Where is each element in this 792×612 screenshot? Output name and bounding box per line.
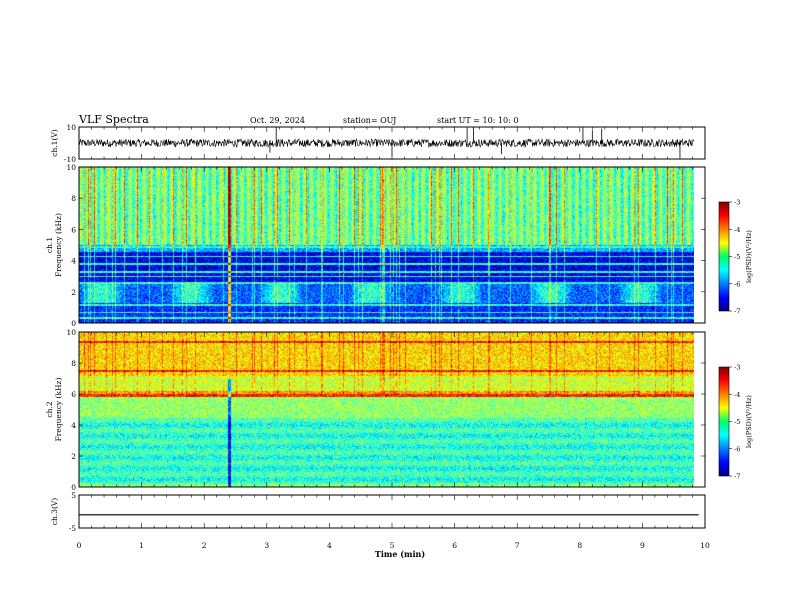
x-tick-label: 1 <box>139 541 144 550</box>
colorbar-label: log(PSD)(V²/Hz) <box>745 395 753 448</box>
spectrogram-image <box>79 332 694 487</box>
ch1-spectrogram-panel: 0 2 4 6 8 10 ch.1 Frequency (kHz) <box>45 163 706 328</box>
colorbar-tick-label: -6 <box>734 280 740 288</box>
y-tick-label: 0 <box>71 483 76 492</box>
colorbar-label: log(PSD)(V²/Hz) <box>745 230 753 283</box>
colorbar-tick-label: -5 <box>734 418 740 426</box>
y-tick-label: 10 <box>66 328 76 337</box>
start-time-label: start UT = 10: 10: 0 <box>437 116 518 125</box>
y-tick-label: 10 <box>66 163 76 172</box>
x-axis-label: Time (min) <box>375 549 425 559</box>
colorbar-tick-label: -3 <box>734 199 740 207</box>
x-tick-label: 6 <box>452 541 457 550</box>
y-tick-label: 2 <box>71 452 76 461</box>
y-axis-label: ch.2 <box>45 401 54 417</box>
y-tick-label: 6 <box>71 225 76 234</box>
figure-header: VLF Spectra Oct. 29, 2024 station= OUJ s… <box>78 113 518 126</box>
colorbar-scale <box>718 366 730 477</box>
colorbar-tick-label: -4 <box>734 226 740 234</box>
spectrogram-image <box>79 167 694 323</box>
station-label: station= OUJ <box>343 116 396 125</box>
y-tick-label: 5 <box>71 491 76 500</box>
y-tick-label: 6 <box>71 390 76 399</box>
time-axis: Time (min) 0 1 2 3 4 5 6 7 8 9 10 <box>77 541 710 559</box>
x-tick-label: 8 <box>577 541 582 550</box>
ch1-waveform-panel: 10 -10 ch.1(V) <box>50 123 706 164</box>
y-tick-label: 4 <box>71 257 76 266</box>
colorbar-tick-label: -4 <box>734 391 740 399</box>
ch3-waveform-panel: 5 -5 ch.3(V) <box>50 491 706 533</box>
y-tick-label: 8 <box>71 359 76 368</box>
date-label: Oct. 29, 2024 <box>250 116 305 125</box>
figure-title: VLF Spectra <box>78 113 149 126</box>
y-axis-label: Frequency (kHz) <box>54 213 63 277</box>
x-tick-label: 2 <box>202 541 207 550</box>
colorbar-scale <box>718 201 730 312</box>
colorbar-tick-label: -6 <box>734 445 740 453</box>
ch2-spectrogram-panel: 0 2 4 6 8 10 ch.2 Frequency (kHz) <box>45 328 706 492</box>
colorbar-tick-label: -3 <box>734 364 740 372</box>
y-tick-label: -10 <box>64 155 76 164</box>
y-axis-label: Frequency (kHz) <box>54 378 63 442</box>
y-tick-label: 0 <box>71 319 76 328</box>
y-axis-label: ch.3(V) <box>50 498 59 526</box>
x-tick-label: 3 <box>264 541 269 550</box>
x-tick-label: 9 <box>640 541 645 550</box>
x-tick-label: 10 <box>700 541 710 550</box>
ch2-colorbar: -3 -4 -5 -6 -7 log(PSD)(V²/Hz) <box>718 364 753 481</box>
x-tick-label: 0 <box>77 541 82 550</box>
colorbar-tick-label: -7 <box>734 473 740 481</box>
y-tick-label: 8 <box>71 194 76 203</box>
x-tick-label: 5 <box>390 541 395 550</box>
ch1-trace <box>78 137 695 149</box>
colorbar-tick-label: -5 <box>734 253 740 261</box>
ch1-colorbar: -3 -4 -5 -6 -7 log(PSD)(V²/Hz) <box>718 199 753 316</box>
y-tick-label: 4 <box>71 421 76 430</box>
y-axis-label: ch.1 <box>45 237 54 253</box>
y-tick-label: -5 <box>69 524 77 533</box>
y-tick-label: 2 <box>71 288 76 297</box>
y-axis-label: ch.1(V) <box>50 129 59 157</box>
y-tick-label: 10 <box>66 123 76 132</box>
colorbar-tick-label: -7 <box>734 308 740 316</box>
x-tick-label: 4 <box>327 541 332 550</box>
x-tick-label: 7 <box>515 541 520 550</box>
